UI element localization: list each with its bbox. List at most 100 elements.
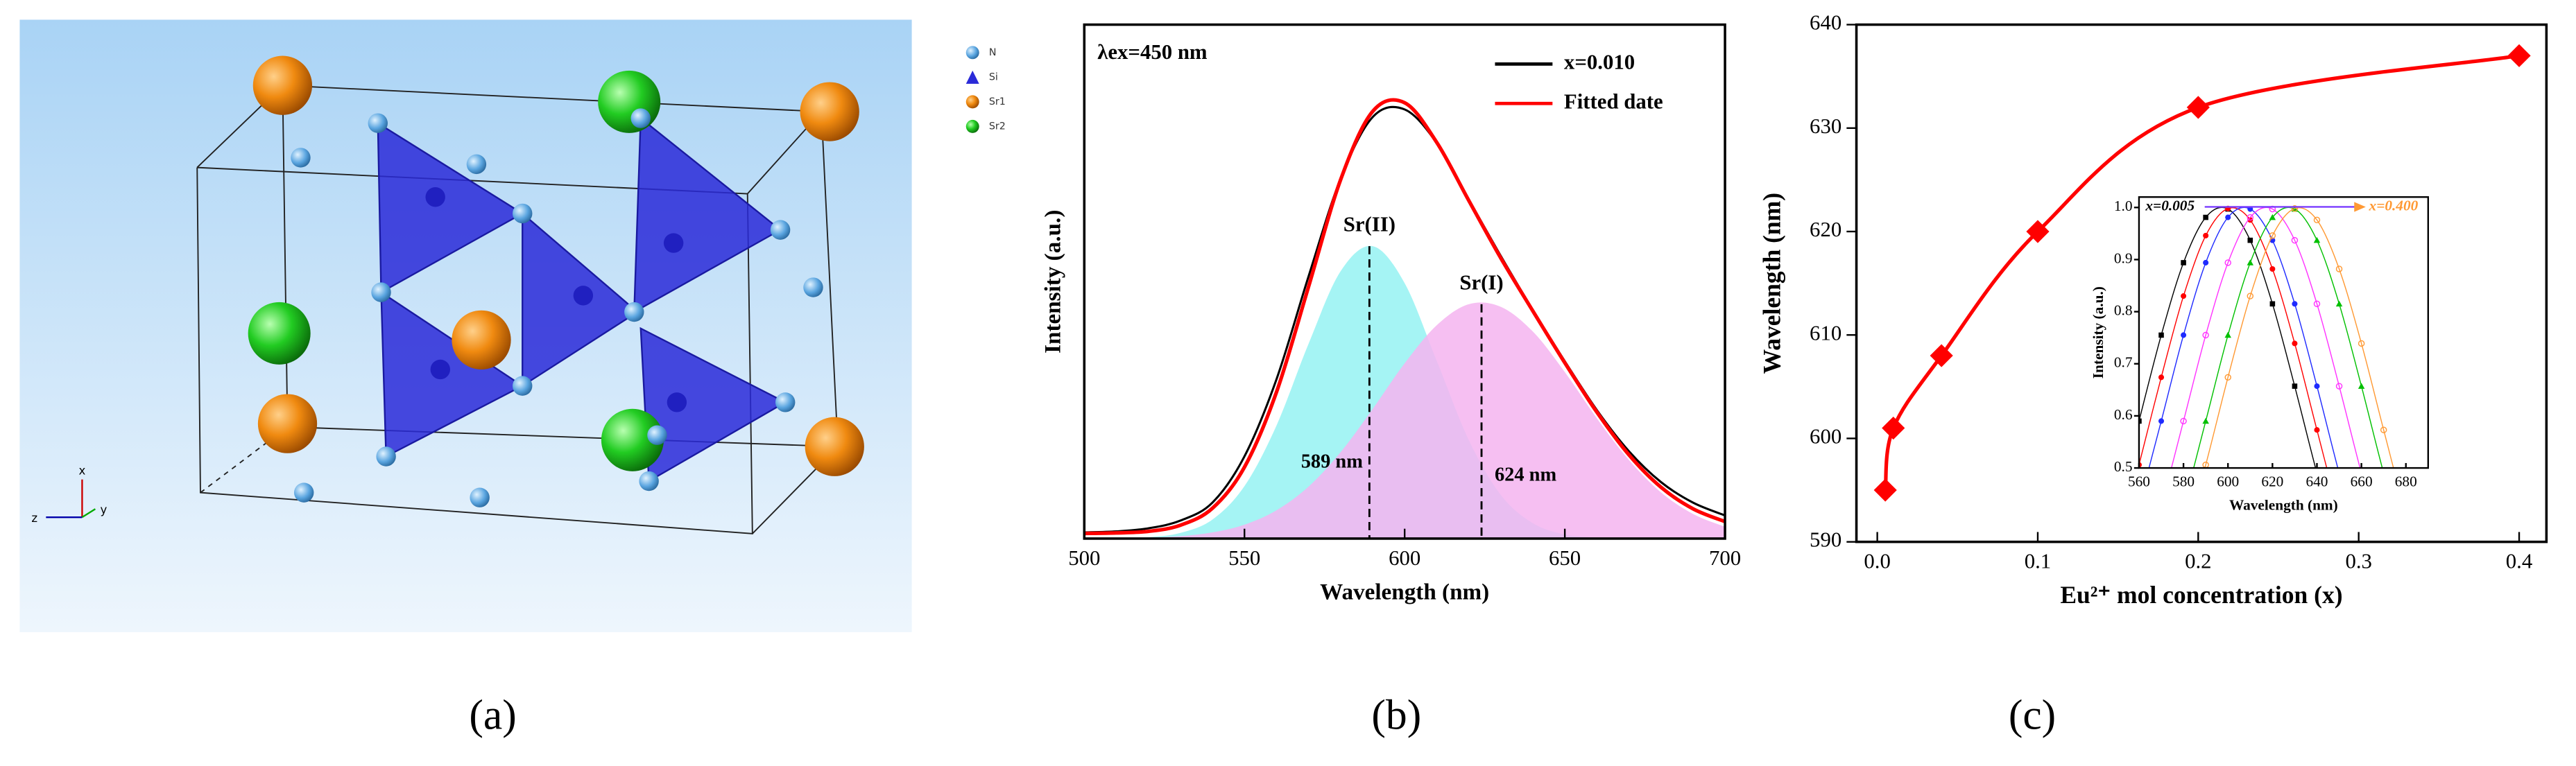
marker [2247, 214, 2254, 221]
series-line [2148, 207, 2339, 469]
marker [2026, 220, 2050, 243]
marker [2158, 418, 2165, 424]
y-tick-label: 0.6 [2114, 406, 2133, 423]
x-tick-label: 620 [2261, 473, 2283, 489]
y-tick-label: 640 [1810, 11, 1841, 35]
plot-frame [2138, 196, 2430, 469]
x-tick-label: 0.1 [2025, 550, 2051, 573]
marker [2202, 417, 2209, 424]
x-tick-label: 0.3 [2345, 550, 2371, 573]
marker [2335, 266, 2343, 272]
panel-label: (c) [2009, 692, 2056, 739]
series-line [2138, 207, 2328, 469]
marker [2202, 331, 2209, 339]
marker [2507, 44, 2531, 67]
marker [2425, 659, 2431, 665]
marker [2335, 300, 2343, 307]
x-tick-label: 0.0 [1864, 550, 1890, 573]
legend-label: Si [989, 71, 998, 82]
legend-label: Sr2 [989, 121, 1006, 132]
marker [2269, 266, 2276, 272]
marker [2291, 205, 2299, 212]
marker [1882, 416, 1905, 440]
marker [2158, 374, 2165, 381]
marker [2403, 659, 2409, 665]
marker [2425, 613, 2431, 619]
y-tick-label: 590 [1810, 528, 1841, 552]
axis-triad: x z y [31, 464, 107, 525]
peak-label: 589 nm [1301, 451, 1364, 472]
marker [2138, 418, 2142, 424]
marker [2292, 340, 2298, 347]
marker [2292, 383, 2298, 389]
y-axis-label: Wavelength (nm) [1758, 193, 1785, 374]
structure-legend: N Si Sr1 Sr2 [965, 46, 1006, 133]
x-tick-label: 600 [2217, 473, 2239, 489]
marker [2425, 584, 2431, 589]
marker [2180, 417, 2187, 425]
atoms [248, 55, 864, 507]
marker [2203, 259, 2209, 266]
peak-name: Sr(II) [1343, 213, 1396, 236]
marker [2314, 427, 2320, 433]
x-tick-label: 560 [2128, 473, 2150, 489]
chart-title: λex=450 nm [1097, 40, 1208, 64]
marker [2337, 471, 2342, 476]
x-tick-label: 550 [1228, 546, 1260, 570]
marker [2181, 542, 2186, 548]
marker [2203, 214, 2208, 220]
annotation: x=0.400 [2369, 197, 2419, 214]
marker [2425, 689, 2431, 695]
marker [2269, 301, 2276, 307]
marker [2292, 301, 2298, 307]
x-tick-label: 660 [2351, 473, 2373, 489]
marker [2136, 633, 2142, 639]
legend-label: Fitted date [1564, 89, 1663, 113]
marker [2181, 293, 2187, 299]
marker [2181, 260, 2186, 266]
marker [2203, 232, 2209, 238]
marker [2381, 659, 2387, 665]
x-tick-label: 650 [1549, 546, 1581, 570]
x-tick-label: 680 [2395, 473, 2417, 489]
axis-label: x [79, 464, 86, 477]
marker [2225, 214, 2231, 220]
marker [2381, 550, 2387, 555]
axis-label: y [100, 503, 107, 516]
y-axis-label: Intensity (a.u.) [1040, 210, 1065, 354]
marker [2269, 214, 2276, 220]
marker [2158, 503, 2164, 509]
chart: 0.0 0.1 0.2 0.3 0.4 590 600 610 620 630 640 Eu²⁺ mo… [1758, 11, 2548, 609]
y-tick-label: 600 [1810, 425, 1841, 449]
annotation: x=0.005 [2145, 197, 2195, 214]
marker [2291, 236, 2299, 244]
chart: λex=450 nm Sr(II) 589 nm Sr(I) 624 nm x=0.010… [1040, 23, 1741, 605]
x-axis-label: Wavelength (nm) [2229, 496, 2338, 513]
x-tick-label: 640 [2306, 473, 2328, 489]
y-tick-label: 0.5 [2114, 458, 2133, 475]
y-tick-label: 610 [1810, 321, 1841, 345]
x-tick-label: 580 [2172, 473, 2195, 489]
marker [2313, 236, 2321, 243]
axis-label: z [31, 512, 37, 525]
marker [2337, 550, 2342, 555]
series-line [1084, 98, 1726, 536]
marker [2247, 237, 2253, 243]
plot-area [1873, 44, 2531, 502]
marker [2359, 613, 2364, 619]
marker [2381, 613, 2387, 618]
marker [2425, 707, 2431, 713]
marker [2358, 383, 2365, 389]
marker [2136, 503, 2142, 509]
chart: 560 580 600 620 640 660 680 0.5 0.6 0.7 0.8 0.9 1.0 W… [2090, 196, 2431, 713]
x-tick-label: 0.2 [2185, 550, 2211, 573]
marker [2186, 96, 2210, 119]
y-tick-label: 0.7 [2114, 354, 2133, 371]
marker [2358, 340, 2365, 347]
x-tick-label: 700 [1709, 546, 1741, 570]
y-tick-label: 0.8 [2114, 302, 2133, 318]
marker [2381, 638, 2387, 644]
annotation-arrowhead [2354, 202, 2366, 212]
x-tick-label: 500 [1068, 546, 1100, 570]
